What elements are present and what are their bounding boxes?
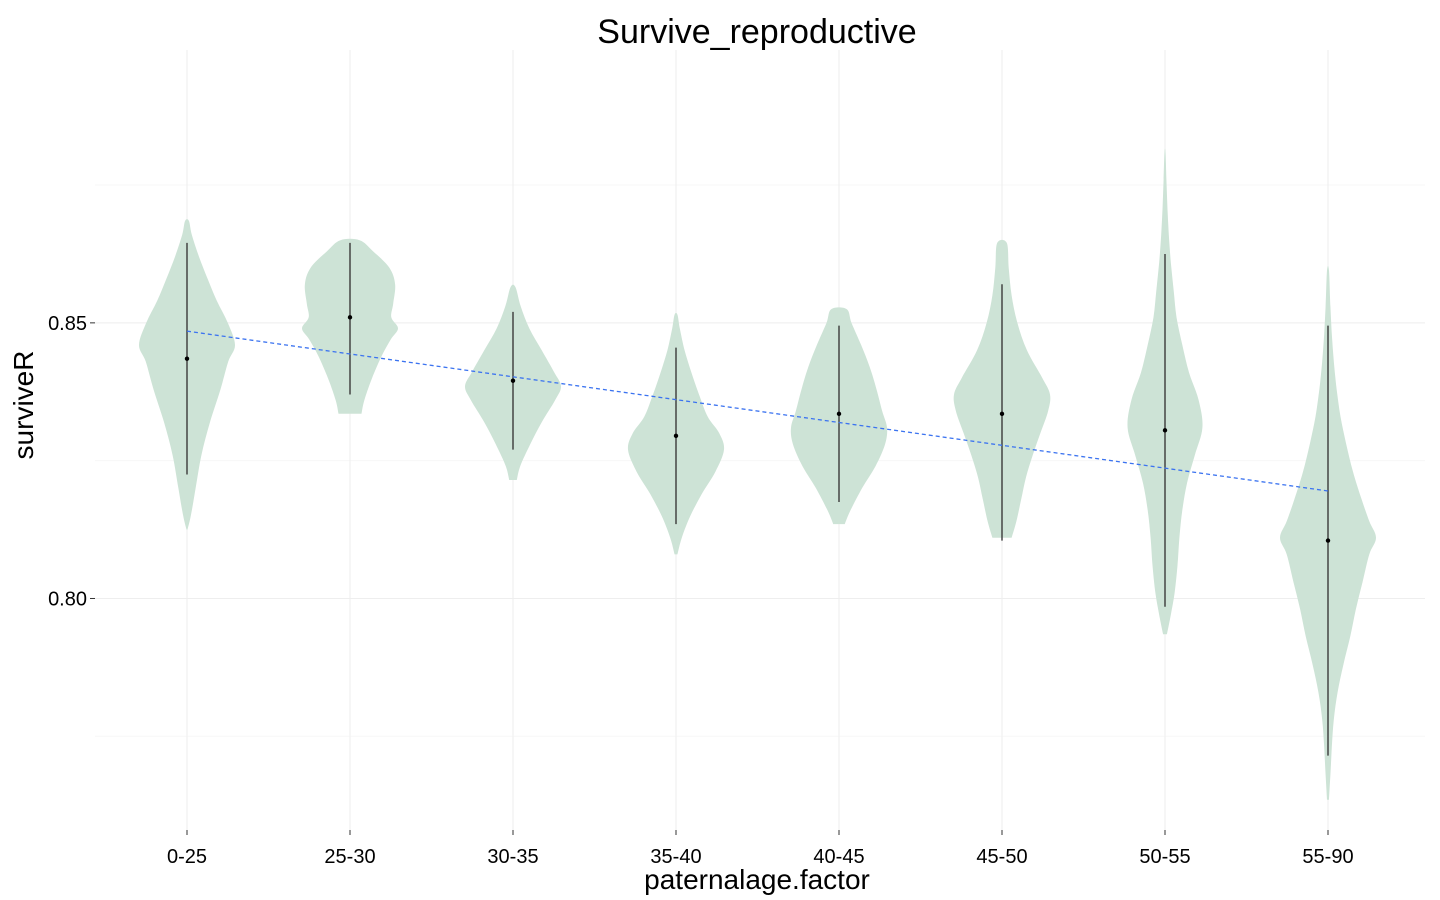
violin-45-50 — [953, 239, 1051, 541]
median-point-25-30 — [347, 315, 353, 320]
chart-title: Survive_reproductive — [597, 13, 916, 51]
x-axis-title: paternalage.factor — [644, 864, 870, 895]
median-point-35-40 — [673, 433, 679, 439]
x-tick-label-6: 50-55 — [1139, 846, 1190, 868]
violin-30-35 — [464, 284, 562, 480]
y-axis: 0.80 0.85 — [48, 313, 95, 610]
violin-35-40 — [627, 312, 725, 555]
violin-55-90 — [1280, 266, 1376, 800]
x-axis: 0-25 25-30 30-35 35-40 40-45 45-50 50-55 55-90 — [167, 830, 1354, 868]
y-tick-label-0: 0.80 — [48, 588, 87, 610]
violin-25-30 — [301, 238, 399, 414]
x-tick-label-1: 25-30 — [324, 846, 375, 868]
violin-40-45 — [790, 307, 888, 525]
x-tick-label-0: 0-25 — [167, 846, 207, 868]
x-tick-label-7: 55-90 — [1302, 846, 1353, 868]
median-point-45-50 — [999, 411, 1005, 417]
trend-line — [186, 330, 1329, 492]
x-tick-label-5: 45-50 — [976, 846, 1027, 868]
median-point-50-55 — [1162, 428, 1168, 433]
median-point-30-35 — [510, 378, 516, 383]
median-point-55-90 — [1325, 538, 1331, 543]
violins — [138, 148, 1376, 800]
violin-0-25 — [138, 219, 236, 530]
grid-lines — [95, 50, 1425, 830]
x-tick-label-4: 40-45 — [813, 846, 864, 868]
y-axis-title: surviveR — [8, 351, 39, 460]
y-tick-label-1: 0.85 — [48, 313, 87, 335]
trend-line-group — [186, 330, 1329, 492]
median-point-40-45 — [836, 411, 842, 417]
violin-50-55 — [1127, 148, 1203, 635]
median-point-0-25 — [184, 356, 190, 361]
x-tick-label-2: 30-35 — [487, 846, 538, 868]
x-tick-label-3: 35-40 — [650, 846, 701, 868]
